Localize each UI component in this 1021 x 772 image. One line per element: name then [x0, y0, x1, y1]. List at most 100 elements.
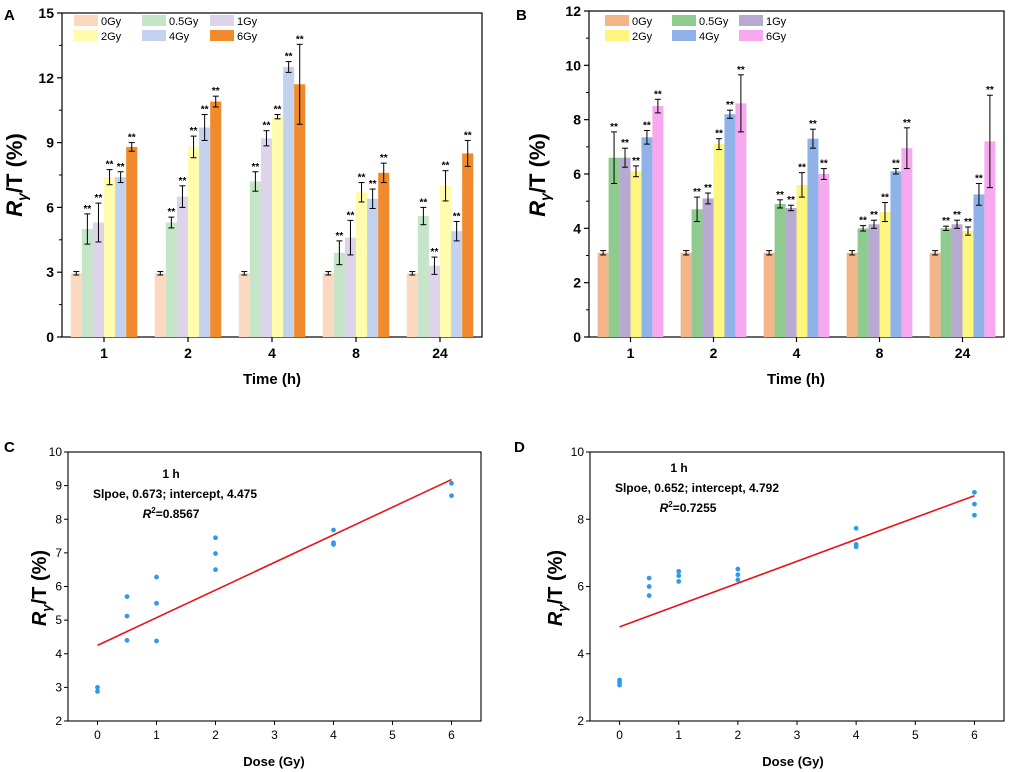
y-tick-label: 10	[565, 57, 581, 73]
bar	[724, 114, 736, 337]
y-tick-label: 8	[577, 512, 584, 526]
significance-label: **	[201, 105, 209, 116]
data-point	[124, 637, 130, 643]
x-axis-label: Dose (Gy)	[243, 754, 304, 769]
bar	[462, 153, 474, 337]
significance-label: **	[128, 133, 136, 144]
significance-label: **	[726, 100, 734, 111]
y-tick-label: 6	[46, 199, 54, 215]
bar	[630, 171, 642, 337]
y-tick-label: 9	[55, 479, 62, 493]
bar	[428, 265, 440, 337]
data-point	[95, 689, 100, 694]
significance-label: **	[964, 217, 972, 228]
x-tick-label: 2	[184, 345, 192, 361]
data-point	[331, 542, 336, 547]
bar	[713, 144, 725, 337]
x-tick-label: 5	[389, 728, 396, 742]
bar	[641, 137, 653, 337]
bar	[940, 228, 952, 337]
y-tick-label: 2	[577, 714, 584, 728]
significance-label: **	[610, 122, 618, 133]
bar	[763, 252, 775, 337]
y-tick-label: 9	[46, 135, 54, 151]
bar	[70, 273, 82, 337]
significance-label: **	[263, 121, 271, 132]
x-axis-label: Time (h)	[243, 371, 301, 388]
significance-label: **	[464, 130, 472, 141]
bar	[333, 252, 345, 337]
significance-label: **	[693, 187, 701, 198]
bar	[857, 228, 869, 337]
significance-label: **	[95, 193, 103, 204]
x-tick-label: 1	[100, 345, 108, 361]
y-tick-label: 12	[38, 70, 54, 86]
y-tick-label: 10	[571, 445, 585, 459]
legend-swatch	[672, 15, 696, 26]
x-tick-label: 24	[955, 345, 971, 361]
significance-label: **	[892, 159, 900, 170]
significance-label: **	[347, 210, 355, 221]
data-point	[95, 684, 100, 690]
significance-label: **	[975, 174, 983, 185]
data-point	[449, 493, 454, 499]
legend-label: 1Gy	[766, 16, 787, 28]
annotation-r2: R2=0.7255	[660, 500, 717, 515]
legend-swatch	[142, 30, 166, 41]
data-point	[735, 566, 741, 572]
bar	[322, 273, 334, 337]
legend-swatch	[739, 15, 763, 26]
x-axis-label: Dose (Gy)	[762, 754, 823, 769]
bar	[199, 127, 211, 337]
legend-swatch	[739, 30, 763, 41]
bar	[260, 138, 272, 337]
bar	[238, 273, 250, 337]
panel-label-d: D	[514, 439, 525, 456]
svg-text:Rγ/T (%): Rγ/T (%)	[525, 133, 553, 217]
x-tick-label: 3	[794, 728, 801, 742]
x-tick-label: 1	[675, 728, 682, 742]
y-tick-label: 10	[49, 445, 63, 459]
bar	[818, 174, 830, 337]
x-tick-label: 3	[271, 728, 278, 742]
annotation-fit: Slpoe, 0.673; intercept, 4.475	[93, 487, 257, 501]
bar	[619, 157, 631, 337]
data-point	[124, 613, 130, 619]
x-tick-label: 1	[153, 728, 160, 742]
bar	[702, 198, 714, 337]
y-tick-label: 8	[55, 512, 62, 526]
y-tick-label: 0	[46, 329, 54, 345]
y-tick-label: 2	[573, 275, 581, 291]
x-tick-label: 0	[616, 728, 623, 742]
x-tick-label: 4	[793, 345, 801, 361]
bar	[608, 157, 620, 337]
bar	[890, 171, 902, 337]
x-tick-label: 4	[330, 728, 337, 742]
bar	[356, 192, 368, 337]
bar	[785, 207, 797, 337]
panel-label-c: C	[4, 439, 15, 456]
bar	[378, 172, 390, 337]
bar	[868, 224, 880, 337]
legend-label: 6Gy	[237, 31, 258, 43]
annotation-time: 1 h	[670, 461, 687, 475]
bar	[417, 216, 429, 337]
significance-label: **	[296, 34, 304, 45]
bar	[104, 177, 116, 337]
y-tick-label: 4	[573, 220, 581, 236]
x-tick-label: 2	[212, 728, 219, 742]
significance-label: **	[798, 163, 806, 174]
y-tick-label: 6	[573, 166, 581, 182]
data-point	[972, 489, 977, 495]
y-axis-label: Rγ/T (%)	[29, 550, 54, 626]
legend-swatch	[605, 15, 629, 26]
legend-label: 0.5Gy	[169, 16, 199, 28]
legend-label: 4Gy	[169, 31, 190, 43]
data-point	[735, 577, 741, 583]
data-point	[213, 567, 218, 573]
data-point	[676, 579, 682, 584]
legend-label: 1Gy	[237, 16, 258, 28]
data-point	[124, 594, 130, 599]
bar	[176, 196, 188, 337]
legend-swatch	[142, 15, 166, 26]
